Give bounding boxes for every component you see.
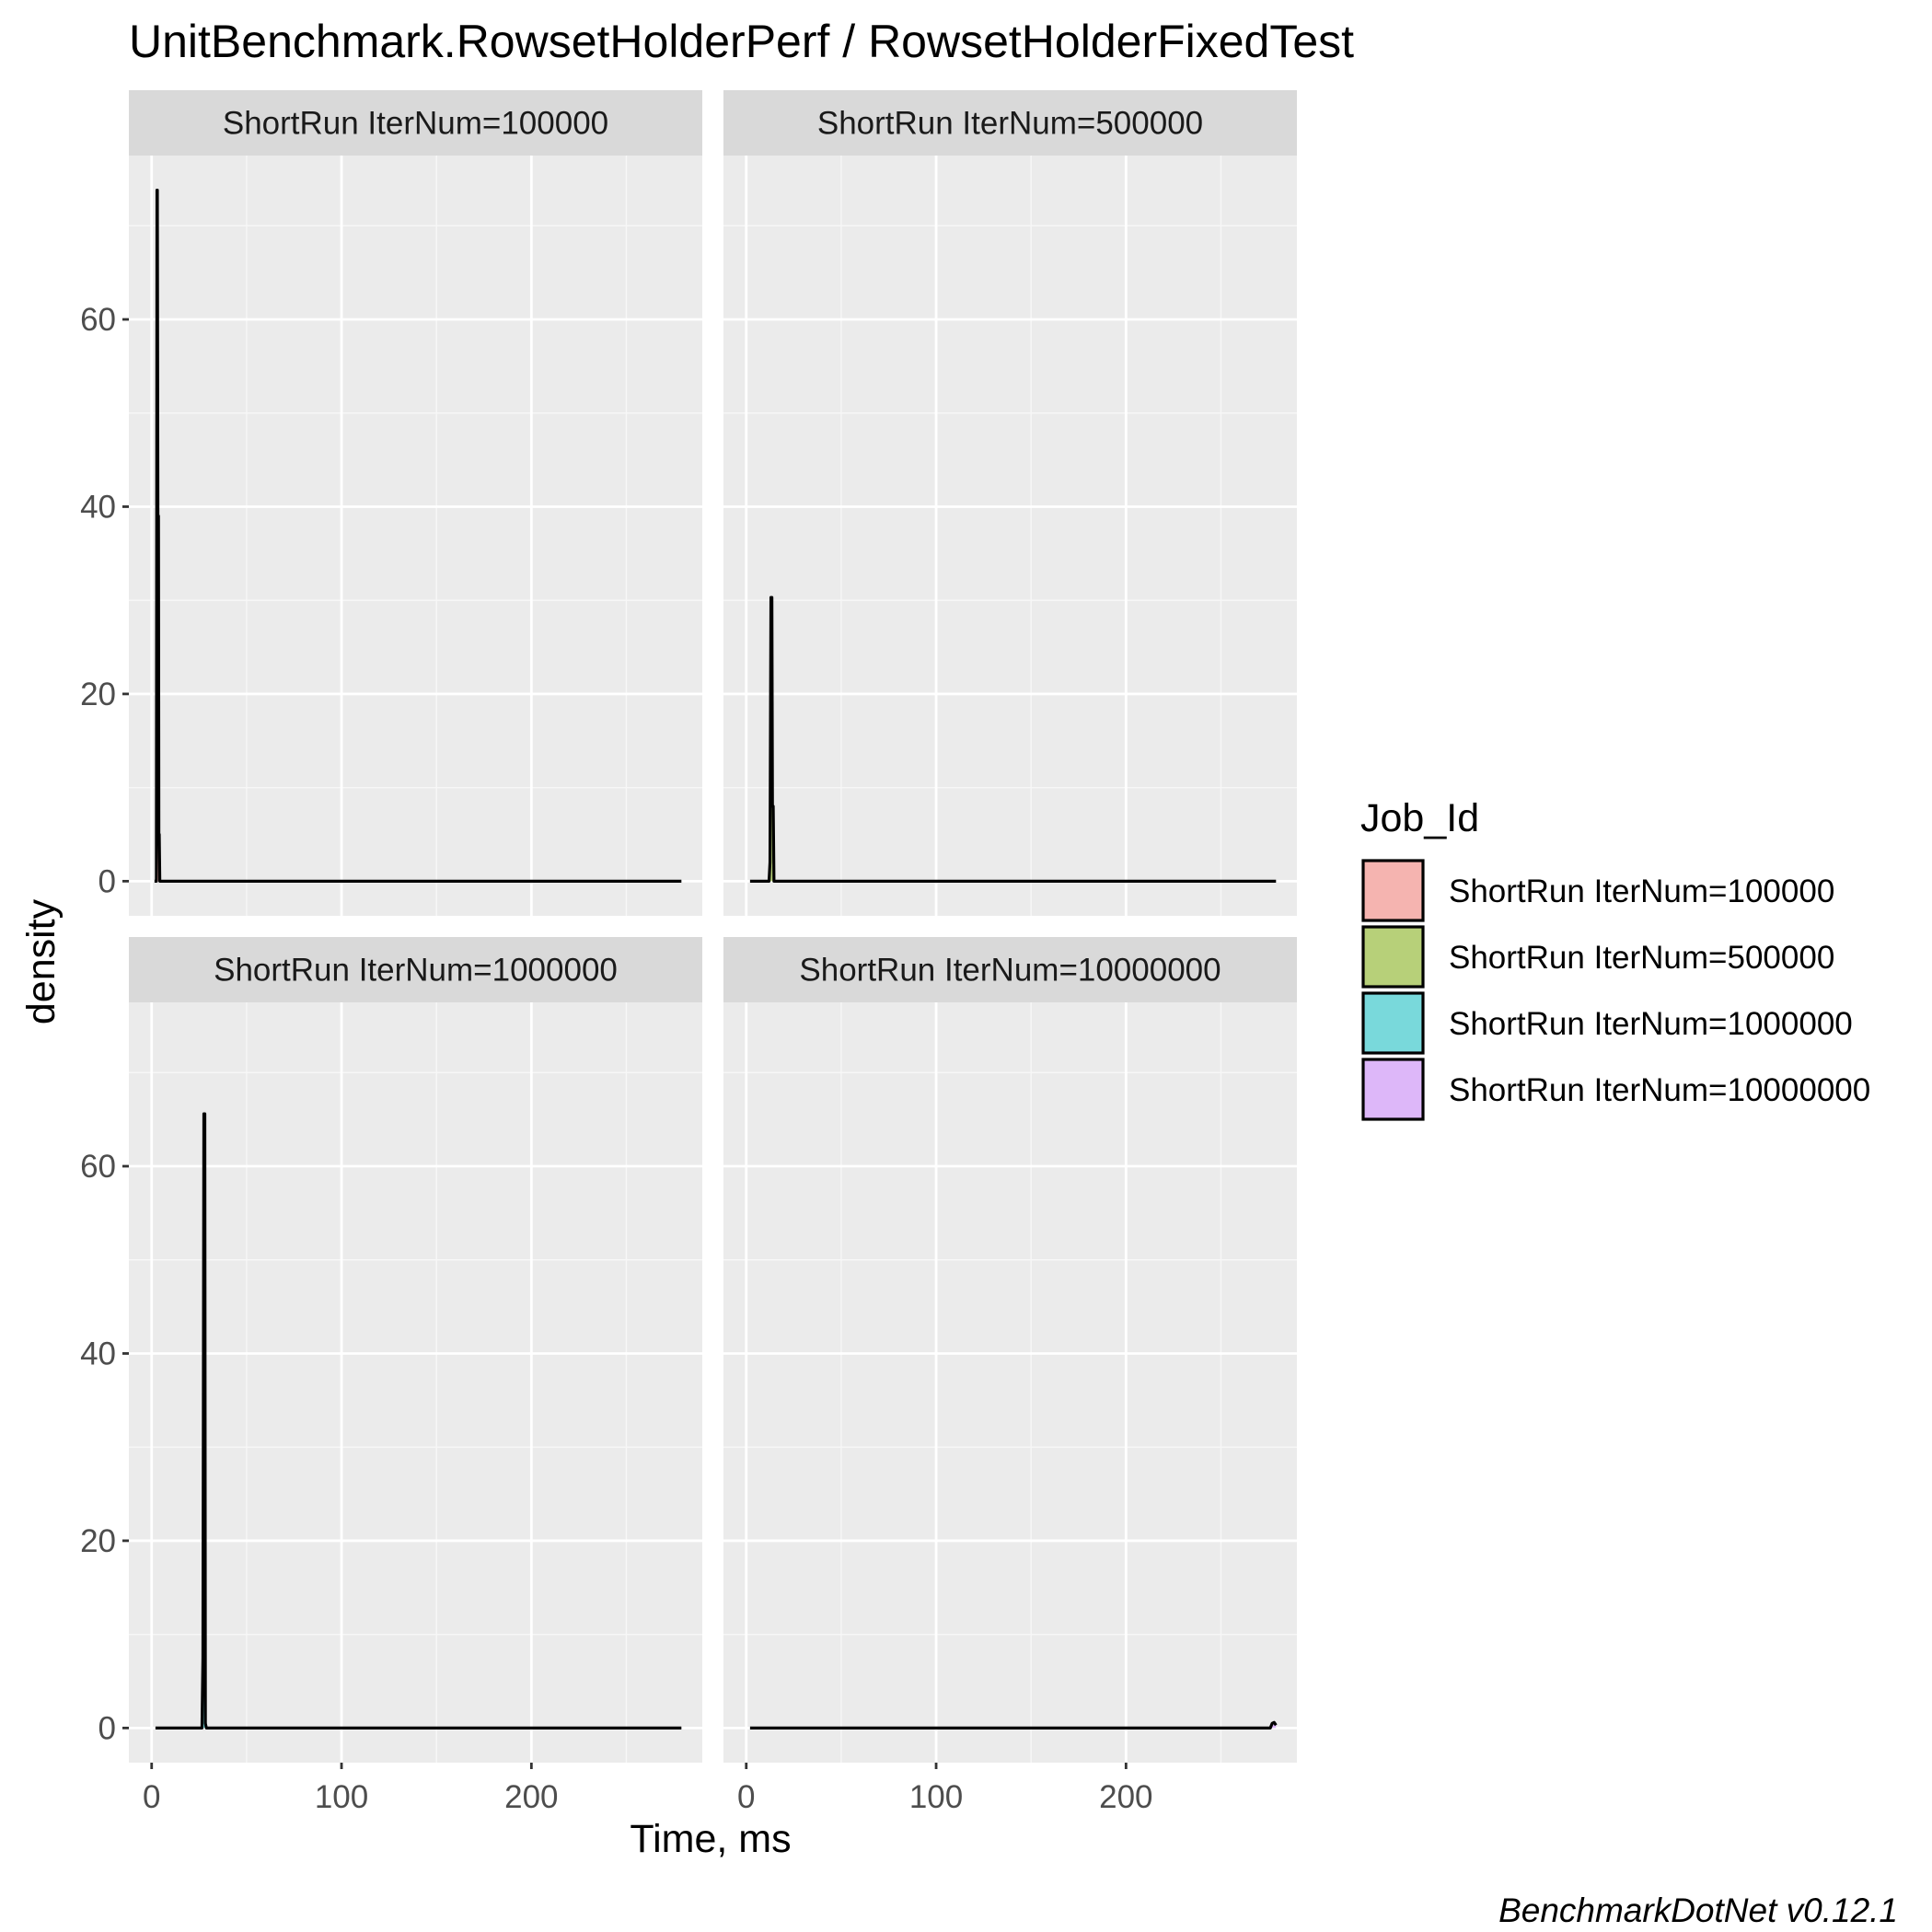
- legend-swatch: [1361, 991, 1425, 1055]
- facet-strip-label: ShortRun IterNum=10000000: [799, 953, 1221, 989]
- chart-title: UnitBenchmark.RowsetHolderPerf / RowsetH…: [129, 16, 1354, 67]
- y-tick-label: 20: [80, 1523, 116, 1559]
- facet-strip: [723, 90, 1297, 156]
- legend-swatch: [1361, 859, 1425, 922]
- x-axis: 0 100 200 0 100 200: [143, 1763, 1153, 1815]
- x-tick-label: 200: [504, 1779, 558, 1815]
- y-axis: 0 20 40 60 0 20 40 60: [80, 302, 129, 1746]
- y-tick-label: 0: [98, 1710, 116, 1746]
- legend-swatch: [1361, 1058, 1425, 1121]
- x-tick-label: 0: [143, 1779, 160, 1815]
- y-tick-label: 60: [80, 302, 116, 338]
- facet-panel: ShortRun IterNum=500000: [723, 90, 1297, 916]
- legend-label: ShortRun IterNum=500000: [1449, 940, 1834, 976]
- density-line: [155, 1112, 682, 1730]
- caption: BenchmarkDotNet v0.12.1: [1498, 1892, 1898, 1929]
- x-tick-label: 0: [737, 1779, 755, 1815]
- facet-strip: [129, 90, 702, 156]
- facet-strip-label: ShortRun IterNum=500000: [817, 106, 1203, 142]
- legend-swatch: [1361, 925, 1425, 989]
- x-axis-title: Time, ms: [630, 1817, 791, 1861]
- facet-strip-label: ShortRun IterNum=100000: [223, 106, 608, 142]
- facet-panel: ShortRun IterNum=1000000: [129, 937, 702, 1763]
- panel-background: [129, 1002, 702, 1763]
- density-line: [154, 189, 682, 883]
- x-tick-label: 100: [909, 1779, 963, 1815]
- legend-label: ShortRun IterNum=10000000: [1449, 1072, 1870, 1108]
- x-tick-label: 100: [315, 1779, 368, 1815]
- y-tick-label: 0: [98, 863, 116, 899]
- legend-keys: ShortRun IterNum=100000 ShortRun IterNum=…: [1361, 859, 1870, 1121]
- y-tick-label: 20: [80, 677, 116, 712]
- y-tick-label: 60: [80, 1149, 116, 1185]
- facet-strip: [129, 937, 702, 1002]
- facet-panel: ShortRun IterNum=100000: [129, 90, 702, 916]
- x-tick-label: 200: [1099, 1779, 1152, 1815]
- panel-background: [723, 1002, 1297, 1763]
- facet-strip-label: ShortRun IterNum=1000000: [214, 953, 618, 989]
- density-line: [749, 596, 1277, 883]
- panel-background: [723, 156, 1297, 916]
- legend-title: Job_Id: [1360, 796, 1479, 840]
- legend-label: ShortRun IterNum=1000000: [1449, 1006, 1853, 1042]
- facet-strip: [723, 937, 1297, 1002]
- legend-label: ShortRun IterNum=100000: [1449, 873, 1834, 909]
- y-tick-label: 40: [80, 489, 116, 525]
- y-tick-label: 40: [80, 1336, 116, 1371]
- facet-panels: ShortRun IterNum=100000 ShortRun IterNum=…: [129, 90, 1297, 1763]
- panel-background: [129, 156, 702, 916]
- density-line: [749, 1720, 1278, 1730]
- y-axis-title: density: [19, 898, 64, 1024]
- facet-panel: ShortRun IterNum=10000000: [723, 937, 1297, 1763]
